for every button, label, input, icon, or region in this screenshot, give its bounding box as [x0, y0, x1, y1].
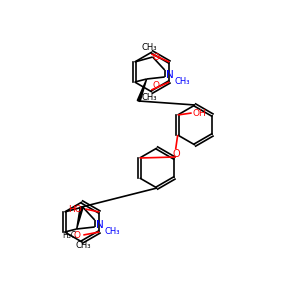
Text: CH₃: CH₃ [76, 242, 91, 250]
Text: CH₃: CH₃ [175, 76, 190, 85]
Polygon shape [137, 79, 147, 101]
Text: H₃C: H₃C [62, 230, 76, 239]
Text: OH: OH [193, 109, 207, 118]
Text: O: O [153, 53, 160, 62]
Text: HO: HO [68, 205, 82, 214]
Text: N: N [166, 70, 174, 80]
Text: N: N [96, 220, 104, 230]
Text: CH₃: CH₃ [142, 43, 157, 52]
Text: O: O [173, 149, 181, 159]
Text: CH₃: CH₃ [142, 92, 157, 101]
Text: O: O [74, 230, 81, 239]
Polygon shape [77, 207, 83, 229]
Text: O: O [153, 82, 160, 91]
Text: CH₃: CH₃ [105, 226, 120, 236]
